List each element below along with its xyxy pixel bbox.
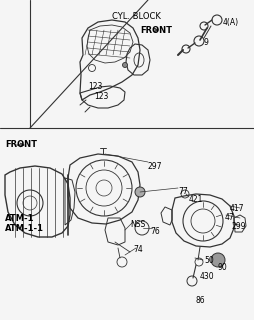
Text: 74: 74 (133, 245, 142, 254)
Text: NSS: NSS (130, 220, 145, 229)
Text: 123: 123 (88, 82, 102, 91)
Text: 76: 76 (149, 227, 159, 236)
Text: 77: 77 (177, 187, 187, 196)
Text: ATM-1-1: ATM-1-1 (5, 224, 44, 233)
Text: 47: 47 (224, 213, 234, 222)
Text: 297: 297 (147, 162, 162, 171)
Text: FRONT: FRONT (5, 140, 37, 149)
Text: 430: 430 (199, 272, 214, 281)
Text: 90: 90 (217, 263, 227, 272)
Circle shape (122, 62, 127, 68)
Text: 86: 86 (195, 296, 205, 305)
Text: ATM-1: ATM-1 (5, 214, 34, 223)
Text: 50: 50 (203, 256, 213, 265)
Circle shape (210, 253, 224, 267)
Text: 9: 9 (203, 38, 208, 47)
Text: 4(A): 4(A) (222, 18, 238, 27)
Text: 299: 299 (231, 222, 246, 231)
Circle shape (134, 187, 145, 197)
Text: CYL. BLOCK: CYL. BLOCK (112, 12, 160, 21)
Text: FRONT: FRONT (139, 26, 171, 35)
Text: 417: 417 (229, 204, 244, 213)
Text: 123: 123 (94, 92, 108, 101)
Text: 421: 421 (188, 195, 203, 204)
